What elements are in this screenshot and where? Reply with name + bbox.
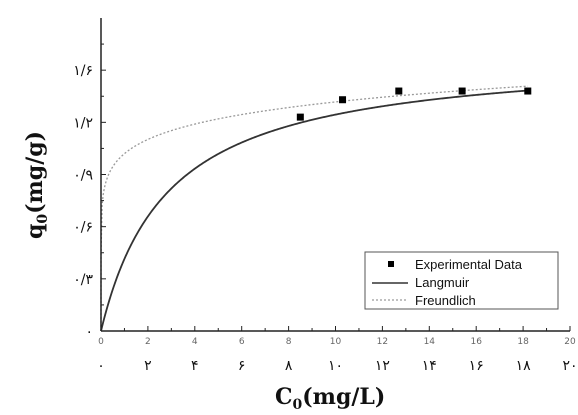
y-axis-title: q0(mg/g): [22, 131, 51, 239]
legend-label-experimental: Experimental Data: [415, 257, 523, 272]
x-tick-label: ۲: [144, 358, 152, 374]
x-tick-label-small: 20: [564, 337, 576, 347]
x-axis-title: C0(mg/L): [275, 384, 385, 413]
x-tick-label-small: 2: [145, 337, 151, 347]
experimental-data-point: [395, 87, 403, 95]
y-tick-label: ۰: [85, 324, 93, 340]
x-tick-label: ۱۰: [328, 358, 343, 374]
x-tick-label-small: 18: [517, 337, 529, 347]
x-tick-label: ۰: [97, 358, 105, 374]
x-tick-label: ۸: [285, 358, 293, 374]
x-tick-label: ۱۸: [516, 358, 532, 374]
experimental-data-point: [524, 87, 532, 95]
y-ticks: ۰ ۰/۳ ۰/۶ ۰/۹ ۱/۲ ۱/۶: [73, 43, 106, 340]
x-tick-label: ۲۰: [562, 358, 577, 374]
y-tick-label: ۰/۳: [73, 272, 93, 288]
x-tick-label-small: 8: [286, 337, 292, 347]
x-tick-label-small: 16: [470, 337, 482, 347]
y-tick-label: ۰/۶: [73, 220, 93, 236]
x-tick-label: ۱۲: [375, 358, 390, 374]
y-tick-label: ۰/۹: [73, 168, 93, 184]
x-tick-label: ۱۶: [469, 358, 484, 374]
legend-label-freundlich: Freundlich: [415, 293, 476, 308]
y-tick-label: ۱/۶: [73, 63, 93, 79]
legend: Experimental Data Langmuir Freundlich: [364, 251, 559, 310]
x-axis-title-subscript: 0: [293, 397, 303, 413]
experimental-data-point: [296, 113, 304, 121]
legend-label-langmuir: Langmuir: [415, 275, 470, 290]
y-axis-title-subscript: 0: [35, 214, 51, 224]
plot-lines: [100, 85, 528, 332]
x-tick-label-small: 12: [377, 337, 388, 347]
x-tick-label-small: 14: [424, 337, 436, 347]
experimental-data-point: [458, 87, 466, 95]
x-tick-label: ۶: [238, 358, 246, 374]
experimental-data-point: [339, 96, 347, 104]
x-tick-label: ۱۴: [422, 358, 437, 374]
freundlich-curve: [100, 85, 528, 332]
x-tick-label-small: 4: [192, 337, 198, 347]
data-points: [296, 87, 532, 121]
y-tick-label: ۱/۲: [73, 115, 93, 131]
x-tick-label-small: 10: [330, 337, 342, 347]
legend-marker-experimental: [388, 261, 394, 267]
x-tick-label-small: 6: [239, 337, 245, 347]
x-tick-label-small: 0: [98, 337, 104, 347]
x-tick-label: ۴: [191, 358, 199, 374]
x-ticks: 0 ۰ 2 ۲ 4 ۴ 6 ۶ 8 ۸ 10 ۱۰ 12 ۱۲ 14 ۱۴ 16 ۱۶ 18 ۱۸ 20 ۲۰: [97, 326, 578, 374]
langmuir-curve: [100, 89, 528, 332]
